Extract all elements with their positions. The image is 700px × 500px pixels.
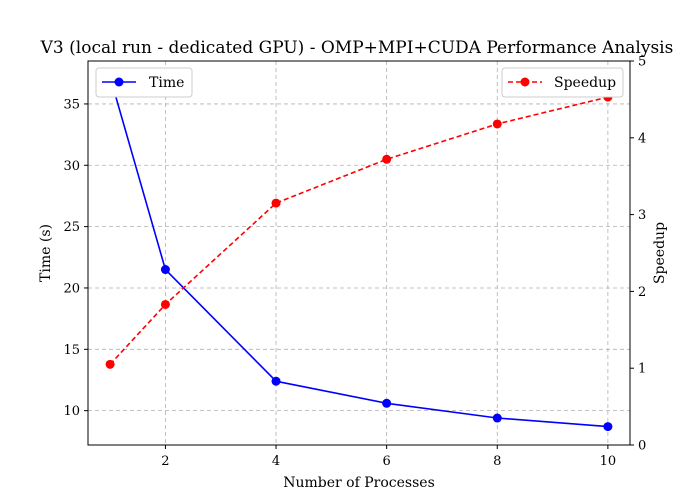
legend-speedup-marker bbox=[520, 77, 530, 87]
time-data-point bbox=[603, 422, 613, 432]
legend-time-label: Time bbox=[149, 75, 184, 91]
y-left-tick-label: 15 bbox=[63, 343, 80, 358]
x-tick-label: 6 bbox=[383, 454, 391, 469]
axis-ticks: 2 4 6 8 10 10 15 20 25 30 35 0 1 2 3 4 5 bbox=[63, 55, 646, 470]
plot-frame bbox=[87, 60, 631, 446]
legend-time-box bbox=[95, 67, 193, 98]
grid-lines bbox=[88, 61, 630, 445]
x-tick-label: 8 bbox=[493, 454, 501, 469]
y-left-tick-label: 35 bbox=[63, 97, 80, 112]
speedup-data-point bbox=[492, 119, 502, 129]
y-left-tick-label: 30 bbox=[63, 159, 80, 174]
x-tick-label: 10 bbox=[600, 454, 617, 469]
y-right-tick-label: 0 bbox=[638, 439, 646, 454]
y-right-tick-label: 1 bbox=[638, 362, 646, 377]
time-data-point bbox=[492, 413, 502, 423]
speedup-data-point bbox=[105, 359, 115, 369]
legend-speedup: Speedup bbox=[501, 67, 624, 98]
legend-speedup-label: Speedup bbox=[554, 75, 616, 91]
x-tick-label: 2 bbox=[161, 454, 169, 469]
legend-speedup-box bbox=[501, 67, 624, 98]
y-left-tick-label: 20 bbox=[63, 281, 80, 296]
x-tick-label: 4 bbox=[272, 454, 280, 469]
speedup-data-point bbox=[382, 154, 392, 164]
x-axis-label: Number of Processes bbox=[283, 475, 435, 491]
speedup-data-point bbox=[271, 198, 281, 208]
y-right-tick-label: 5 bbox=[638, 55, 646, 70]
time-data-point bbox=[382, 398, 392, 408]
y-right-tick-label: 2 bbox=[638, 285, 646, 300]
legend-time-marker bbox=[114, 77, 124, 87]
y-axis-left-label: Time (s) bbox=[38, 224, 54, 282]
legend-time: Time bbox=[95, 67, 193, 98]
speedup-series-line bbox=[109, 96, 609, 365]
y-left-tick-label: 25 bbox=[63, 220, 80, 235]
y-axis-right-label: Speedup bbox=[652, 222, 668, 284]
time-data-point bbox=[160, 265, 170, 275]
speedup-data-point bbox=[160, 299, 170, 309]
series-layer bbox=[105, 72, 613, 432]
time-data-point bbox=[271, 376, 281, 386]
y-left-tick-label: 10 bbox=[63, 404, 80, 419]
y-right-tick-label: 4 bbox=[638, 131, 646, 146]
chart-title: V3 (local run - dedicated GPU) - OMP+MPI… bbox=[40, 38, 674, 58]
time-series-line bbox=[109, 76, 608, 428]
y-right-tick-label: 3 bbox=[638, 208, 646, 223]
